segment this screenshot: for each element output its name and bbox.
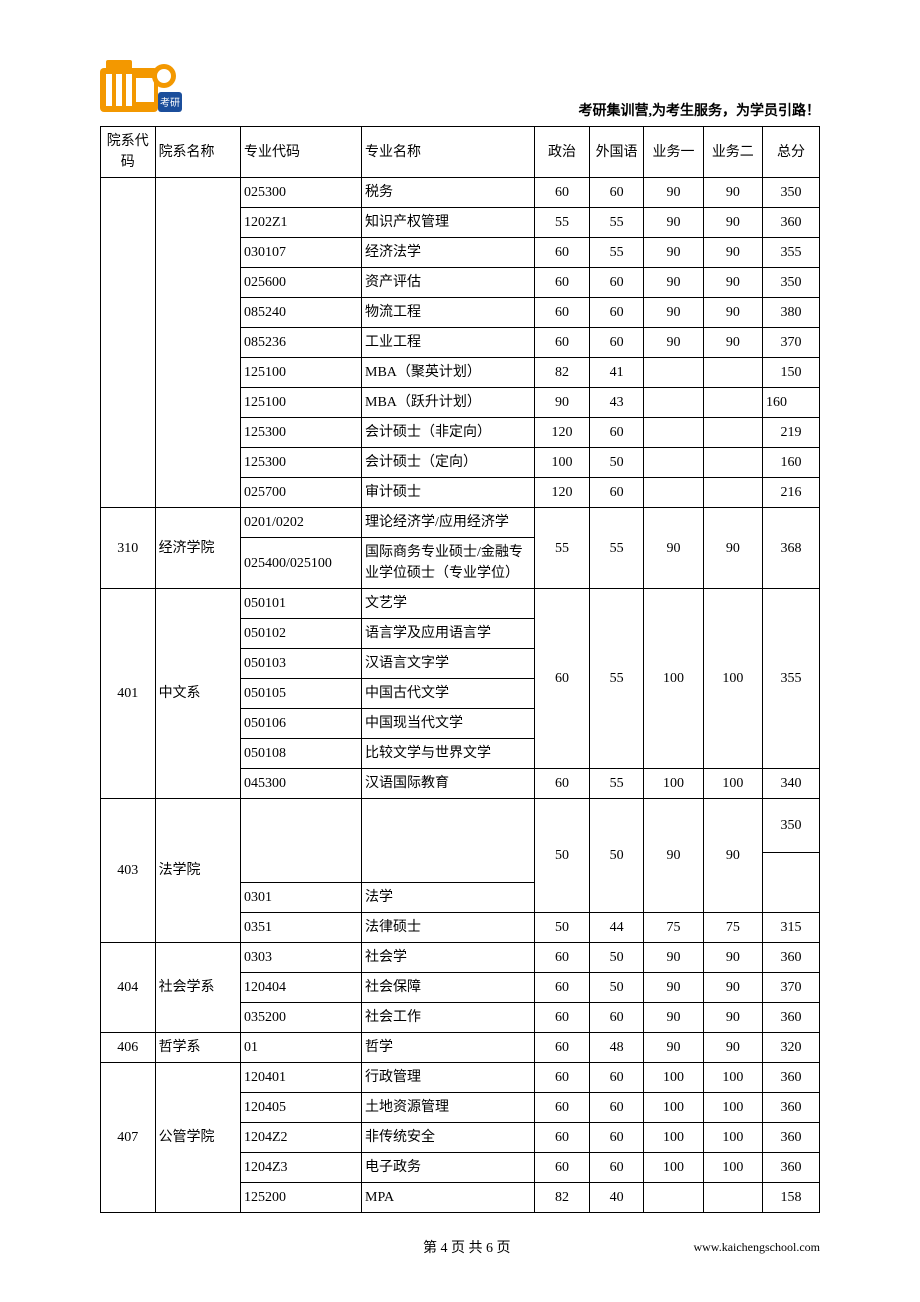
table-row: 403 法学院 50 50 90 90 350 xyxy=(101,799,820,853)
page-footer: 第 4 页 共 6 页 www.kaichengschool.com xyxy=(100,1237,820,1257)
cell-mname: 税务 xyxy=(362,178,535,208)
table-row: 310 经济学院 0201/0202 理论经济学/应用经济学 55 55 90 … xyxy=(101,508,820,538)
footer-url: www.kaichengschool.com xyxy=(693,1240,820,1255)
svg-text:考研: 考研 xyxy=(160,97,180,109)
col-politics: 政治 xyxy=(535,127,590,178)
table-row: 406 哲学系 01哲学60489090320 xyxy=(101,1033,820,1063)
cell-dept-name xyxy=(155,178,240,508)
col-dept-code: 院系代码 xyxy=(101,127,156,178)
table-row: 025300 税务 60 60 90 90 350 xyxy=(101,178,820,208)
cell-lang: 60 xyxy=(589,178,644,208)
cell-mcode: 025300 xyxy=(240,178,361,208)
col-business1: 业务一 xyxy=(644,127,703,178)
page-header: 考研 考研集训营,为考生服务，为学员引路！ xyxy=(100,60,820,120)
logo-icon: 考研 xyxy=(100,60,182,120)
col-major-code: 专业代码 xyxy=(240,127,361,178)
col-total: 总分 xyxy=(762,127,819,178)
col-business2: 业务二 xyxy=(703,127,762,178)
cell-pol: 60 xyxy=(535,178,590,208)
col-foreign-lang: 外国语 xyxy=(589,127,644,178)
cell-total: 350 xyxy=(762,178,819,208)
cell-b1: 90 xyxy=(644,178,703,208)
page-number: 第 4 页 共 6 页 xyxy=(240,1237,693,1257)
score-table: 院系代码 院系名称 专业代码 专业名称 政治 外国语 业务一 业务二 总分 02… xyxy=(100,126,820,1213)
cell-dept-code xyxy=(101,178,156,508)
table-row: 404 社会学系 0303社会学60509090360 xyxy=(101,943,820,973)
cell-b2: 90 xyxy=(703,178,762,208)
header-slogan: 考研集训营,为考生服务，为学员引路！ xyxy=(579,100,821,120)
col-dept-name: 院系名称 xyxy=(155,127,240,178)
col-major-name: 专业名称 xyxy=(362,127,535,178)
table-header-row: 院系代码 院系名称 专业代码 专业名称 政治 外国语 业务一 业务二 总分 xyxy=(101,127,820,178)
table-row: 407 公管学院 120401行政管理6060100100360 xyxy=(101,1063,820,1093)
table-row: 401 中文系 050101 文艺学 60 55 100 100 355 xyxy=(101,589,820,619)
